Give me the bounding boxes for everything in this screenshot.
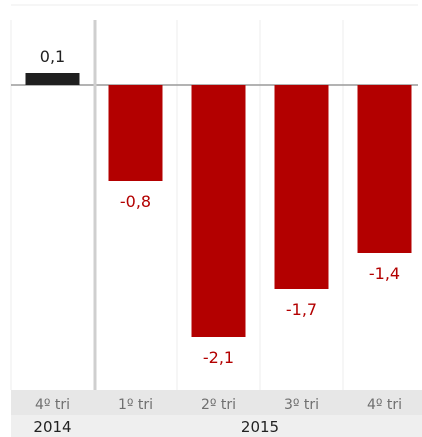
year-band	[11, 415, 422, 437]
tick-band	[11, 390, 422, 415]
value-label: 0,1	[40, 47, 65, 66]
bar	[191, 85, 246, 337]
year-label: 2014	[33, 418, 71, 436]
x-tick-label: 4º tri	[35, 397, 70, 413]
year-label: 2015	[241, 418, 279, 436]
value-label: -0,8	[120, 192, 151, 211]
bar	[274, 85, 329, 289]
value-label: -1,4	[369, 264, 400, 283]
value-label: -1,7	[286, 300, 317, 319]
bar	[357, 85, 412, 253]
x-tick-label: 2º tri	[201, 397, 236, 413]
x-tick-label: 1º tri	[118, 397, 153, 413]
bar	[108, 85, 163, 181]
value-label: -2,1	[203, 348, 234, 367]
x-tick-label: 3º tri	[284, 397, 319, 413]
bar	[25, 73, 80, 85]
x-tick-label: 4º tri	[367, 397, 402, 413]
